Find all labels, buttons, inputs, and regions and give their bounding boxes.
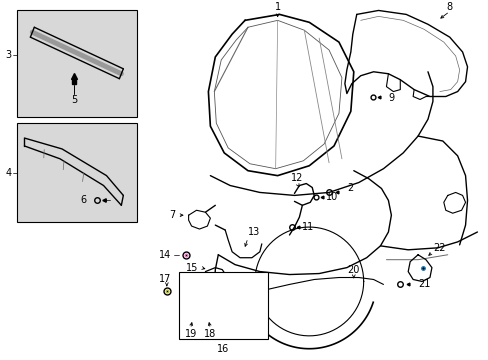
Text: 8: 8 xyxy=(446,3,452,13)
Text: 10: 10 xyxy=(325,192,338,202)
Text: 14: 14 xyxy=(158,250,170,260)
Text: 6: 6 xyxy=(81,195,86,205)
Text: 11: 11 xyxy=(302,222,314,232)
Text: 15: 15 xyxy=(186,262,198,273)
Text: 3: 3 xyxy=(5,50,12,60)
Text: 7: 7 xyxy=(169,210,175,220)
Text: 16: 16 xyxy=(217,344,229,354)
Text: 4: 4 xyxy=(5,168,12,178)
Text: 20: 20 xyxy=(347,265,359,275)
Text: 5: 5 xyxy=(71,95,77,105)
Text: 2: 2 xyxy=(346,184,352,193)
Text: 13: 13 xyxy=(247,227,260,237)
Text: 12: 12 xyxy=(291,172,303,183)
Text: 19: 19 xyxy=(184,329,196,339)
Bar xyxy=(17,10,137,117)
Text: 22: 22 xyxy=(432,243,445,253)
Bar xyxy=(178,271,267,339)
Text: 9: 9 xyxy=(387,94,394,103)
Text: 17: 17 xyxy=(159,274,171,284)
Text: 18: 18 xyxy=(204,329,216,339)
Text: 1: 1 xyxy=(274,3,280,13)
Bar xyxy=(17,123,137,222)
Text: 21: 21 xyxy=(417,279,429,289)
